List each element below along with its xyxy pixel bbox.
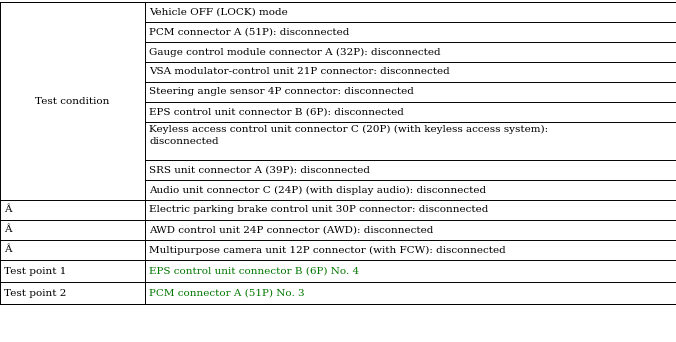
Text: Test point 1: Test point 1 [4, 266, 66, 276]
Text: Â: Â [4, 246, 11, 254]
Text: Test point 2: Test point 2 [4, 289, 66, 298]
Text: Audio unit connector C (24P) (with display audio): disconnected: Audio unit connector C (24P) (with displ… [149, 185, 487, 195]
Text: Test condition: Test condition [35, 96, 110, 105]
Text: SRS unit connector A (39P): disconnected: SRS unit connector A (39P): disconnected [149, 166, 370, 174]
Text: Multipurpose camera unit 12P connector (with FCW): disconnected: Multipurpose camera unit 12P connector (… [149, 246, 506, 254]
Text: Steering angle sensor 4P connector: disconnected: Steering angle sensor 4P connector: disc… [149, 88, 414, 96]
Text: Gauge control module connector A (32P): disconnected: Gauge control module connector A (32P): … [149, 48, 441, 56]
Bar [0, 2, 676, 304]
Text: Electric parking brake control unit 30P connector: disconnected: Electric parking brake control unit 30P … [149, 206, 489, 214]
Text: Â: Â [4, 225, 11, 235]
Text: Vehicle OFF (LOCK) mode: Vehicle OFF (LOCK) mode [149, 8, 288, 16]
Text: PCM connector A (51P): disconnected: PCM connector A (51P): disconnected [149, 27, 349, 37]
Text: PCM connector A (51P) No. 3: PCM connector A (51P) No. 3 [149, 289, 305, 298]
Text: EPS control unit connector B (6P) No. 4: EPS control unit connector B (6P) No. 4 [149, 266, 360, 276]
Text: EPS control unit connector B (6P): disconnected: EPS control unit connector B (6P): disco… [149, 107, 404, 117]
Text: Keyless access control unit connector C (20P) (with keyless access system):
disc: Keyless access control unit connector C … [149, 125, 548, 146]
Text: AWD control unit 24P connector (AWD): disconnected: AWD control unit 24P connector (AWD): di… [149, 225, 434, 235]
Text: Â: Â [4, 206, 11, 214]
Text: VSA modulator-control unit 21P connector: disconnected: VSA modulator-control unit 21P connector… [149, 67, 450, 77]
